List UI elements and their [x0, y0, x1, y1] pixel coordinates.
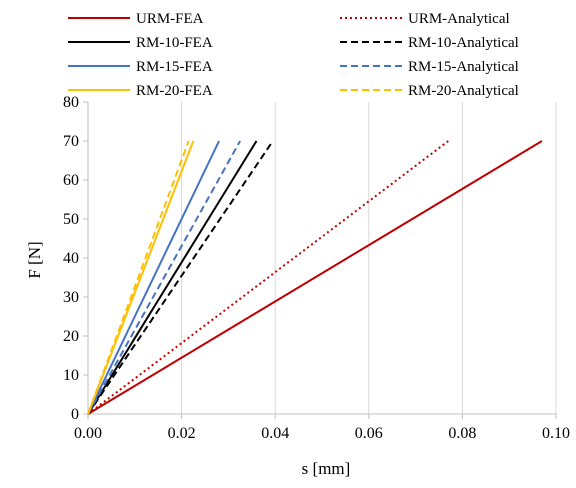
- y-tick-label: 0: [71, 406, 79, 423]
- legend-label: RM-20-FEA: [136, 83, 213, 99]
- series-line-rm-10-fea: [87, 140, 258, 415]
- series-line-urm-analytical: [87, 140, 449, 415]
- grid-lines: [181, 102, 557, 414]
- y-tick-label: 60: [63, 172, 79, 189]
- axes: [83, 101, 557, 419]
- x-axis-label: s [mm]: [302, 459, 351, 478]
- x-tick-label: 0.04: [261, 425, 289, 442]
- legend-label: URM-Analytical: [408, 11, 510, 27]
- legend-label: RM-10-FEA: [136, 35, 213, 51]
- y-tick-label: 40: [63, 250, 79, 267]
- legend-label: RM-15-Analytical: [408, 59, 519, 75]
- y-axis-label: F [N]: [25, 241, 44, 278]
- legend-label: RM-20-Analytical: [408, 83, 519, 99]
- x-tick-label: 0.02: [168, 425, 196, 442]
- series-line-rm-20-analytical: [87, 140, 190, 415]
- y-tick-label: 10: [63, 367, 79, 384]
- x-tick-label: 0.06: [355, 425, 383, 442]
- legend-label: RM-15-FEA: [136, 59, 213, 75]
- legend-label: URM-FEA: [136, 11, 204, 27]
- series-line-urm-fea: [87, 140, 543, 415]
- series-line-rm-15-fea: [87, 140, 220, 415]
- series-line-rm-15-analytical: [87, 140, 241, 415]
- y-tick-label: 50: [63, 211, 79, 228]
- tick-labels: 0.00 0.02 0.04 0.06 0.08 0.10 0 10 20 30 40 50 60 70 8…: [63, 94, 570, 442]
- y-tick-label: 20: [63, 328, 79, 345]
- x-tick-label: 0.10: [542, 425, 570, 442]
- legend: URM-FEA URM-Analytical RM-10-FEA RM-10-Anal…: [68, 11, 519, 99]
- series-lines: [87, 140, 543, 415]
- x-tick-label: 0.08: [448, 425, 476, 442]
- y-tick-label: 70: [63, 133, 79, 150]
- series-line-rm-10-analytical: [87, 140, 274, 415]
- x-tick-label: 0.00: [74, 425, 102, 442]
- y-tick-label: 80: [63, 94, 79, 111]
- y-tick-label: 30: [63, 289, 79, 306]
- legend-label: RM-10-Analytical: [408, 35, 519, 51]
